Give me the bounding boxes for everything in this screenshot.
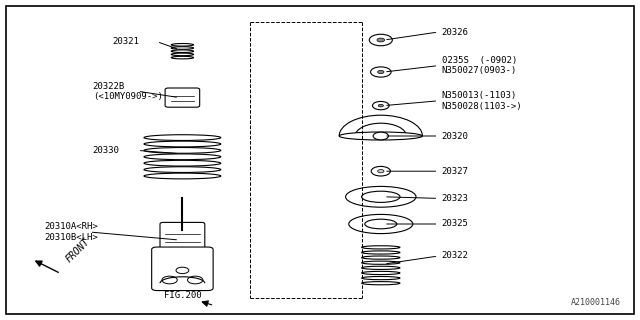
Circle shape	[188, 276, 203, 284]
Circle shape	[162, 276, 177, 284]
Text: 20322B
(<10MY0909->): 20322B (<10MY0909->)	[93, 82, 163, 101]
Text: FIG.200: FIG.200	[164, 292, 201, 300]
Circle shape	[378, 70, 384, 74]
FancyBboxPatch shape	[160, 222, 205, 258]
Circle shape	[371, 67, 391, 77]
Text: FRONT: FRONT	[64, 236, 92, 264]
Circle shape	[371, 166, 390, 176]
Ellipse shape	[144, 167, 221, 172]
Ellipse shape	[362, 266, 400, 269]
Ellipse shape	[362, 256, 400, 259]
Text: 20327: 20327	[442, 167, 468, 176]
Circle shape	[378, 170, 384, 173]
Text: 20322: 20322	[442, 252, 468, 260]
Circle shape	[377, 38, 385, 42]
Ellipse shape	[362, 261, 400, 264]
Circle shape	[372, 101, 389, 110]
Text: 20310A<RH>
20310B<LH>: 20310A<RH> 20310B<LH>	[45, 222, 99, 242]
Ellipse shape	[144, 160, 221, 166]
Ellipse shape	[172, 47, 193, 49]
Ellipse shape	[362, 282, 400, 285]
Text: N350013(-1103)
N350028(1103->): N350013(-1103) N350028(1103->)	[442, 91, 522, 110]
Ellipse shape	[362, 271, 400, 275]
Text: 0235S  (-0902)
N350027(0903-): 0235S (-0902) N350027(0903-)	[442, 56, 517, 75]
Ellipse shape	[339, 132, 422, 140]
Ellipse shape	[144, 135, 221, 140]
Ellipse shape	[362, 246, 400, 249]
Ellipse shape	[349, 214, 413, 234]
Circle shape	[176, 267, 189, 274]
Text: 20323: 20323	[442, 194, 468, 203]
Text: 20330: 20330	[93, 146, 120, 155]
Wedge shape	[339, 115, 422, 136]
Text: 20326: 20326	[442, 28, 468, 36]
Ellipse shape	[362, 276, 400, 280]
Circle shape	[378, 104, 383, 107]
Text: 20321: 20321	[112, 37, 139, 46]
FancyBboxPatch shape	[165, 88, 200, 107]
Ellipse shape	[144, 173, 221, 179]
Circle shape	[373, 132, 388, 140]
Text: 20320: 20320	[442, 132, 468, 140]
Ellipse shape	[172, 44, 193, 46]
Ellipse shape	[144, 154, 221, 160]
Ellipse shape	[362, 251, 400, 254]
FancyBboxPatch shape	[152, 247, 213, 291]
Circle shape	[369, 34, 392, 46]
Ellipse shape	[144, 141, 221, 147]
Text: 20325: 20325	[442, 220, 468, 228]
Ellipse shape	[144, 148, 221, 153]
Ellipse shape	[346, 186, 416, 207]
Ellipse shape	[365, 219, 397, 229]
Ellipse shape	[172, 50, 193, 52]
Ellipse shape	[362, 191, 400, 203]
Ellipse shape	[172, 53, 193, 56]
Ellipse shape	[172, 56, 193, 59]
Text: A210001146: A210001146	[571, 298, 621, 307]
